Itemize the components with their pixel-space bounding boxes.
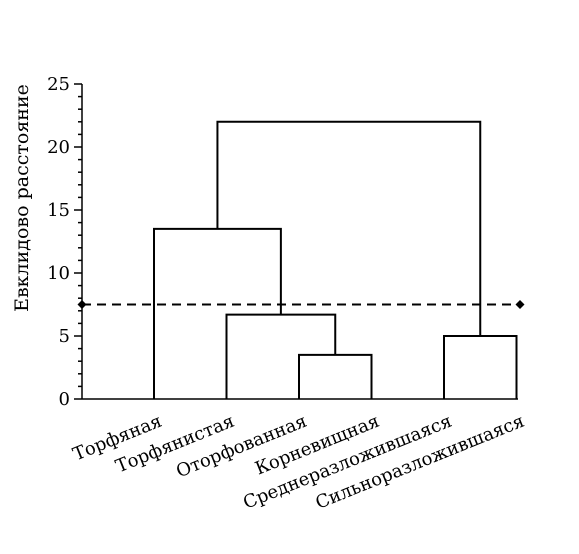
dendrogram-links bbox=[153, 120, 518, 399]
cut-marker bbox=[515, 300, 525, 309]
y-tick-label: 25 bbox=[47, 74, 70, 95]
y-axis-title: Евклидово расстояние bbox=[11, 84, 33, 312]
y-tick-label: 15 bbox=[47, 200, 70, 221]
dendrogram-link bbox=[216, 120, 482, 336]
cut-threshold bbox=[77, 300, 525, 309]
y-tick-label: 0 bbox=[59, 389, 70, 410]
y-tick-label: 20 bbox=[47, 137, 70, 158]
dendrogram-link bbox=[443, 335, 518, 399]
leaf-labels: ТорфянаяТорфянистаяОторфованнаяКорневищн… bbox=[70, 411, 527, 514]
y-axis: 0 5 10 15 20 25 bbox=[47, 74, 518, 410]
y-tick-label: 10 bbox=[47, 263, 70, 284]
y-tick-label: 5 bbox=[59, 326, 70, 347]
dendrogram-link bbox=[298, 353, 373, 399]
dendrogram-link bbox=[225, 313, 337, 399]
cut-marker bbox=[77, 300, 87, 309]
